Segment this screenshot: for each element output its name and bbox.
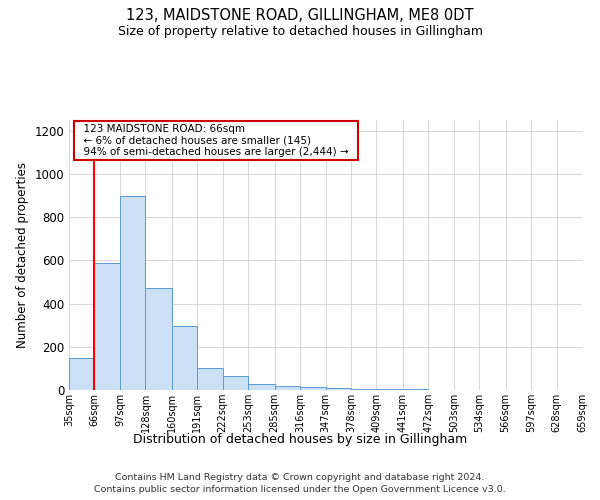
Bar — [69, 358, 94, 390]
Bar — [94, 262, 120, 390]
Text: Contains public sector information licensed under the Open Government Licence v3: Contains public sector information licen… — [94, 485, 506, 494]
Y-axis label: Number of detached properties: Number of detached properties — [16, 162, 29, 348]
Bar — [275, 386, 300, 390]
Bar — [197, 368, 223, 390]
Bar — [325, 388, 351, 390]
Bar — [376, 389, 403, 390]
Bar — [223, 376, 248, 390]
Text: Size of property relative to detached houses in Gillingham: Size of property relative to detached ho… — [118, 25, 482, 38]
Bar — [120, 196, 145, 390]
Bar — [172, 326, 197, 390]
Text: Distribution of detached houses by size in Gillingham: Distribution of detached houses by size … — [133, 432, 467, 446]
Text: 123 MAIDSTONE ROAD: 66sqm  
  ← 6% of detached houses are smaller (145)  
  94% : 123 MAIDSTONE ROAD: 66sqm ← 6% of detach… — [77, 124, 355, 157]
Text: Contains HM Land Registry data © Crown copyright and database right 2024.: Contains HM Land Registry data © Crown c… — [115, 472, 485, 482]
Bar — [300, 388, 325, 390]
Text: 123, MAIDSTONE ROAD, GILLINGHAM, ME8 0DT: 123, MAIDSTONE ROAD, GILLINGHAM, ME8 0DT — [126, 8, 474, 22]
Bar — [248, 384, 275, 390]
Bar — [351, 389, 376, 390]
Bar — [145, 288, 172, 390]
